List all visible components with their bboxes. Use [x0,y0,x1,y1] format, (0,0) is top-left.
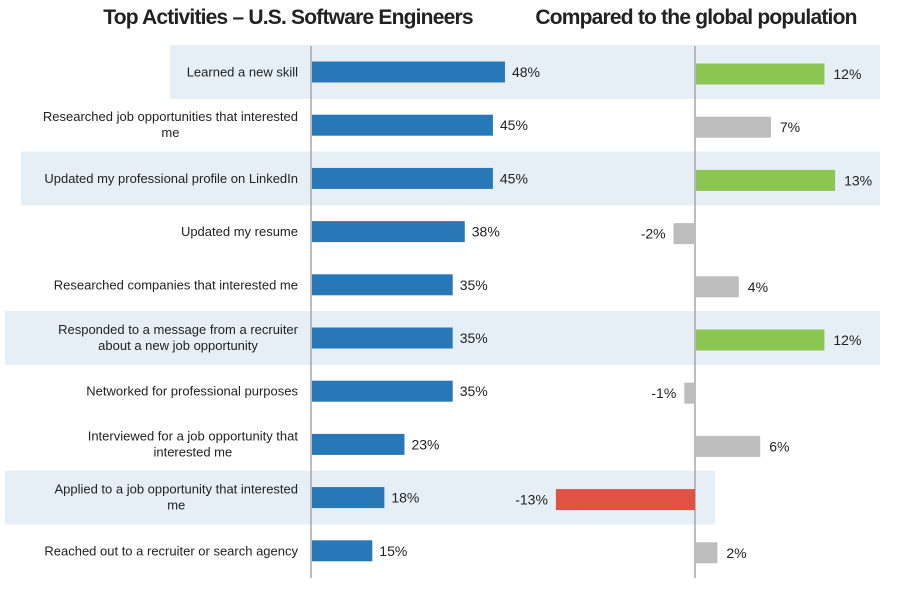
left-bar [312,380,453,402]
category-label: Applied to a job opportunity that intere… [54,482,298,513]
right-bar [673,223,695,245]
left-value-label: 35% [460,277,488,293]
left-bar [312,487,385,509]
right-value-label: -1% [651,385,676,401]
left-value-label: 45% [500,170,528,186]
left-bar [312,221,465,243]
left-bar [312,167,493,189]
left-bar [312,114,493,136]
left-value-label: 35% [460,383,488,399]
left-value-label: 23% [411,436,439,452]
right-value-label: -2% [641,226,666,242]
category-label: Interviewed for a job opportunity that in… [88,428,299,459]
category-label: Responded to a message from a recruiter a… [58,322,299,353]
right-bar [696,329,825,351]
right-bar [696,116,771,138]
right-value-label: 7% [780,119,800,135]
right-bar [696,276,739,298]
right-value-label: 12% [833,66,861,82]
right-bar [684,382,695,404]
chart-title-right: Compared to the global population [535,6,857,29]
category-label: Researched job opportunities that intere… [43,109,298,140]
right-value-label: 6% [769,438,789,454]
right-bar [696,435,761,457]
left-bar [312,540,373,562]
right-bar [696,63,825,85]
category-label: Networked for professional purposes [86,384,298,399]
left-bar [312,61,505,83]
right-value-label: 12% [833,332,861,348]
category-label: Updated my professional profile on Linke… [44,171,298,186]
right-bar [696,169,836,191]
left-value-label: 35% [460,330,488,346]
right-value-label: 4% [748,279,768,295]
left-bar [312,327,453,349]
left-value-label: 45% [500,117,528,133]
left-value-label: 18% [391,490,419,506]
left-value-label: 38% [472,224,500,240]
category-label: Reached out to a recruiter or search age… [44,543,298,558]
left-value-label: 48% [512,64,540,80]
left-bar [312,433,405,455]
category-label: Learned a new skill [187,65,298,80]
left-value-label: 15% [379,543,407,559]
right-value-label: 13% [844,172,872,188]
category-label: Researched companies that interested me [54,277,298,292]
right-value-label: 2% [726,545,746,561]
chart-title-left: Top Activities – U.S. Software Engineers [103,6,473,29]
right-value-label: -13% [515,492,548,508]
right-bar [696,542,718,564]
right-bar [555,489,695,511]
category-label: Updated my resume [181,224,298,239]
left-bar [312,274,453,296]
